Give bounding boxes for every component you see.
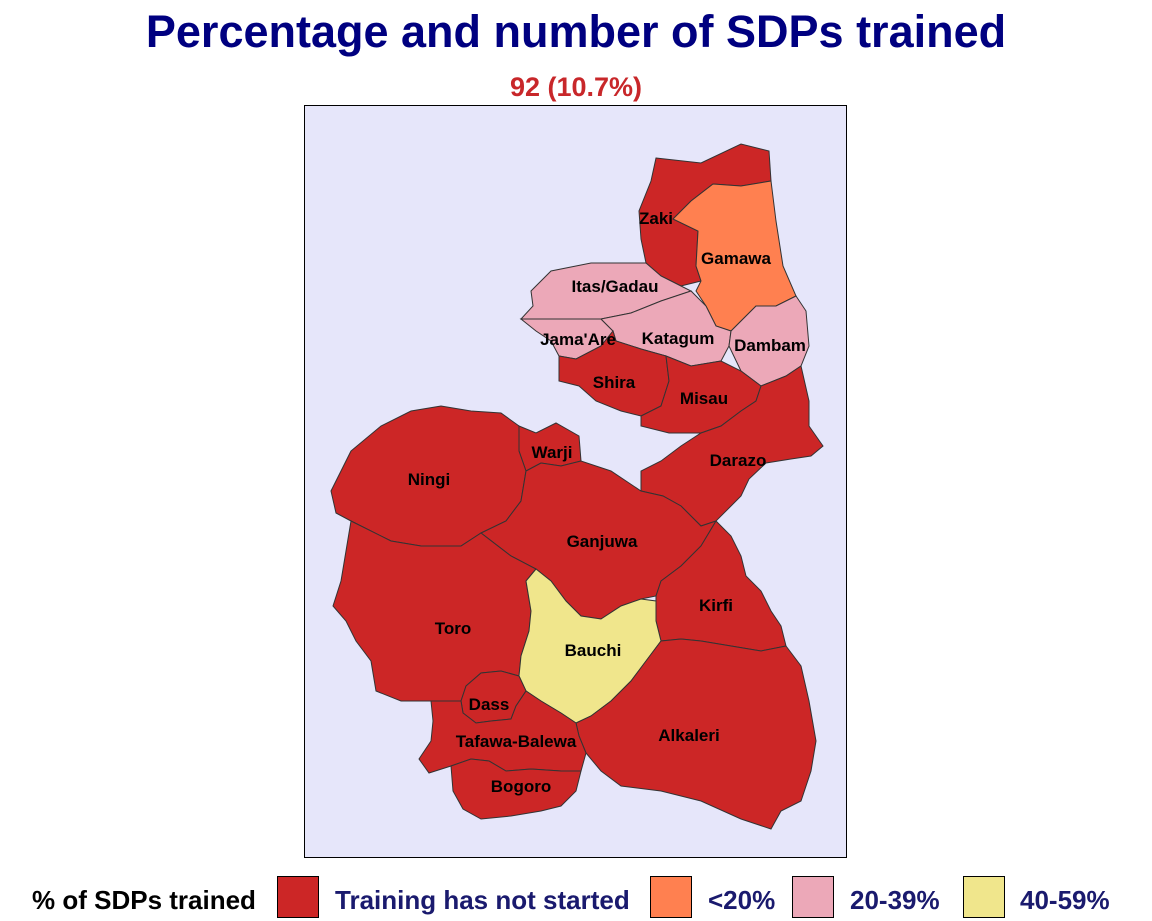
state-map: Zaki Gamawa Itas/Gadau Jama'Are Katagum …	[330, 143, 824, 830]
lga-label-bauchi: Bauchi	[565, 641, 622, 660]
legend-title: % of SDPs trained	[32, 885, 256, 915]
map-title: Percentage and number of SDPs trained	[145, 6, 1007, 57]
lga-label-bogoro: Bogoro	[491, 777, 551, 796]
lga-label-kirfi: Kirfi	[699, 596, 733, 615]
lga-label-gamawa: Gamawa	[701, 249, 771, 268]
lga-label-warji: Warji	[532, 443, 573, 462]
lga-label-zaki: Zaki	[639, 209, 673, 228]
lga-label-darazo: Darazo	[710, 451, 767, 470]
lga-label-tafawa-balewa: Tafawa-Balewa	[456, 732, 577, 751]
lga-tafawa-balewa[interactable]	[418, 690, 587, 774]
legend-label-not-started: Training has not started	[335, 885, 630, 915]
lga-label-shira: Shira	[593, 373, 636, 392]
legend-label-lt20: <20%	[708, 885, 776, 915]
legend-label-40-59: 40-59%	[1020, 885, 1110, 915]
lga-label-itas-gadau: Itas/Gadau	[572, 277, 659, 296]
lga-alkaleri[interactable]	[575, 638, 817, 830]
legend-swatch-20-39	[792, 876, 834, 918]
lga-label-jamaare: Jama'Are	[540, 330, 616, 349]
map-subtitle: 92 (10.7%)	[509, 72, 643, 102]
map-panel: Zaki Gamawa Itas/Gadau Jama'Are Katagum …	[304, 105, 847, 858]
map-legend: % of SDPs trained Training has not start…	[0, 872, 1152, 921]
lga-label-dambam: Dambam	[734, 336, 806, 355]
lga-label-alkaleri: Alkaleri	[658, 726, 719, 745]
lga-label-misau: Misau	[680, 389, 728, 408]
legend-swatch-not-started	[277, 876, 319, 918]
lga-label-katagum: Katagum	[642, 329, 715, 348]
lga-label-ganjuwa: Ganjuwa	[567, 532, 638, 551]
lga-bogoro[interactable]	[450, 758, 582, 820]
legend-swatch-40-59	[963, 876, 1005, 918]
lga-label-toro: Toro	[435, 619, 472, 638]
lga-label-dass: Dass	[469, 695, 510, 714]
lga-label-ningi: Ningi	[408, 470, 451, 489]
legend-label-20-39: 20-39%	[850, 885, 940, 915]
legend-swatch-lt20	[650, 876, 692, 918]
